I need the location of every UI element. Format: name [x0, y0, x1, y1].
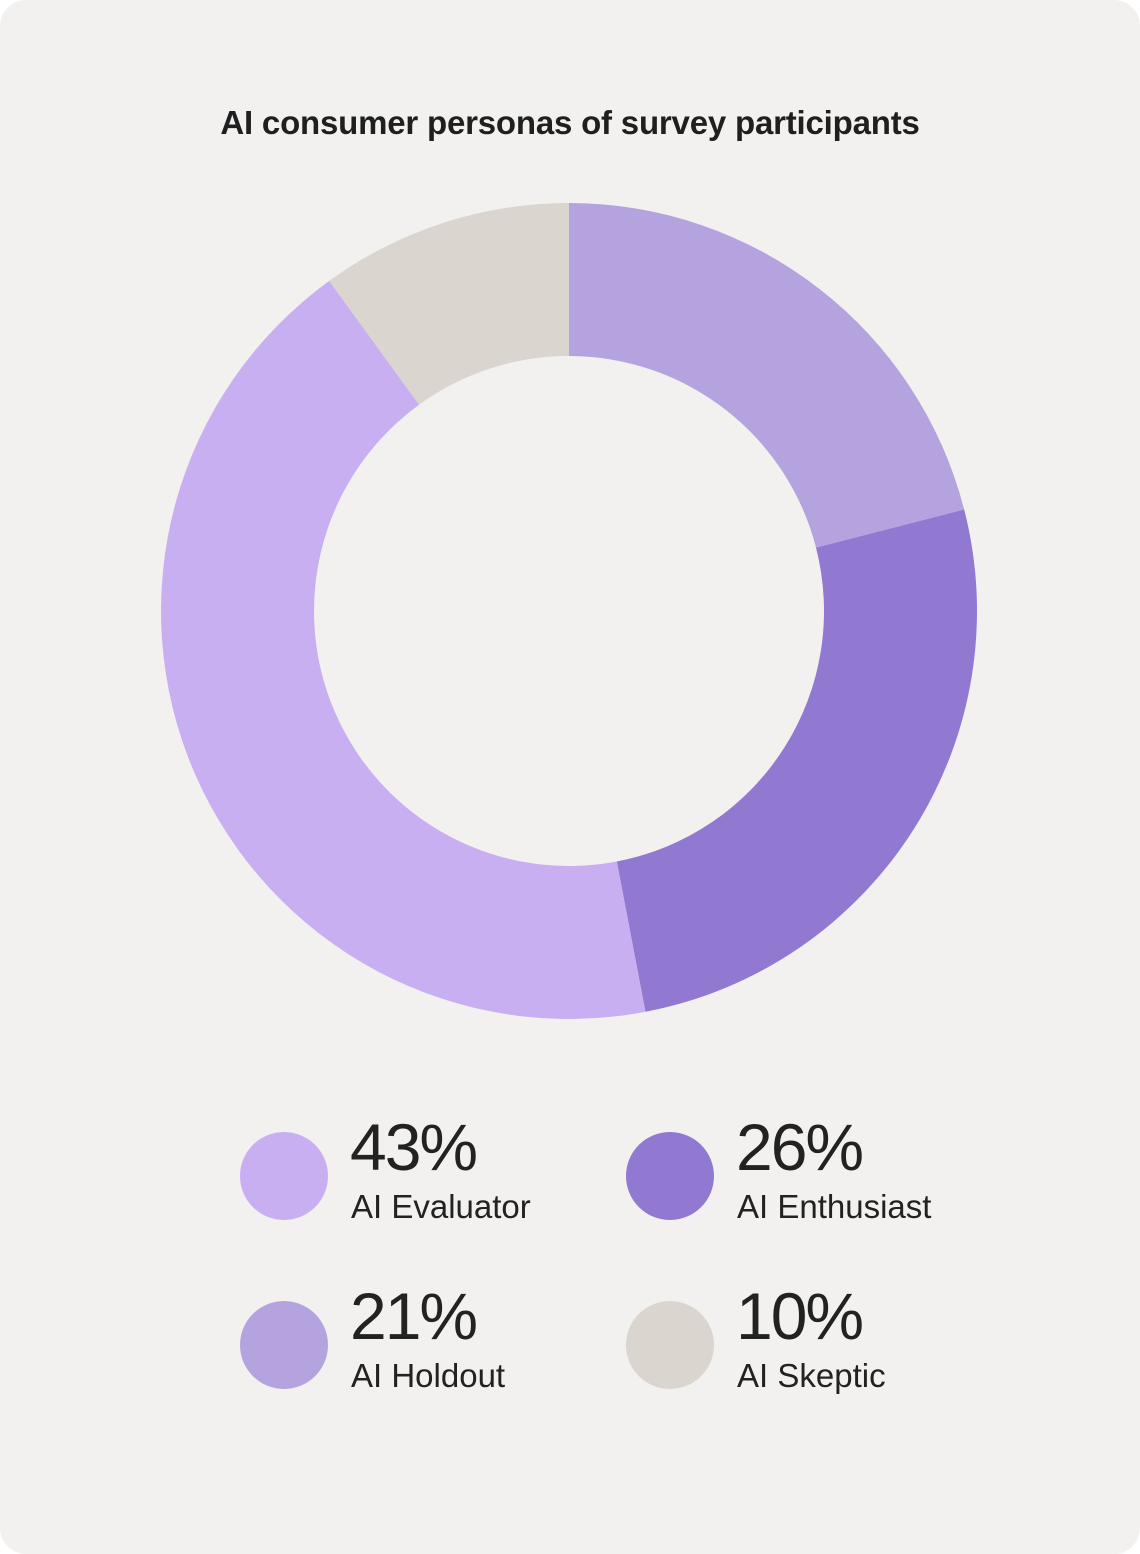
- legend-item-holdout: 21% AI Holdout: [240, 1283, 620, 1409]
- legend-value-enthusiast: 26%: [736, 1110, 864, 1184]
- legend-item-skeptic: 10% AI Skeptic: [626, 1283, 1006, 1409]
- legend-item-evaluator: 43% AI Evaluator: [240, 1114, 620, 1240]
- legend-swatch-evaluator: [240, 1132, 328, 1220]
- legend-label-holdout: AI Holdout: [351, 1357, 506, 1394]
- donut-slice-ai-evaluator: [160, 280, 646, 1020]
- donut-slice-ai-enthusiast: [616, 509, 978, 1012]
- legend-value-holdout: 21%: [350, 1279, 478, 1353]
- donut-slice-ai-skeptic: [329, 203, 569, 405]
- legend-label-skeptic: AI Skeptic: [737, 1357, 886, 1394]
- legend-label-evaluator: AI Evaluator: [351, 1188, 531, 1225]
- legend-value-skeptic: 10%: [736, 1279, 864, 1353]
- legend-label-enthusiast: AI Enthusiast: [737, 1188, 932, 1225]
- legend-item-enthusiast: 26% AI Enthusiast: [626, 1114, 1006, 1240]
- legend-swatch-enthusiast: [626, 1132, 714, 1220]
- legend-value-evaluator: 43%: [350, 1110, 478, 1184]
- legend-swatch-holdout: [240, 1301, 328, 1389]
- chart-title: AI consumer personas of survey participa…: [220, 104, 920, 141]
- donut-slice-ai-holdout: [569, 203, 965, 548]
- legend-swatch-skeptic: [626, 1301, 714, 1389]
